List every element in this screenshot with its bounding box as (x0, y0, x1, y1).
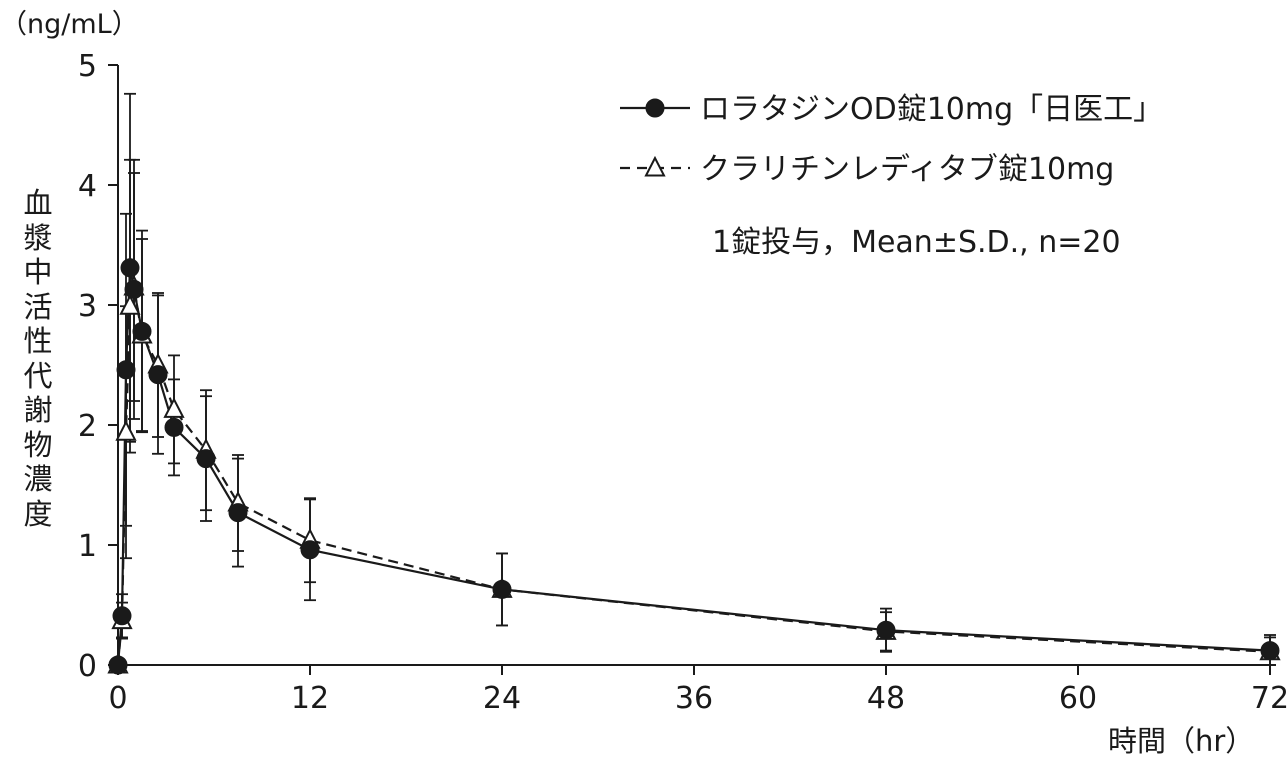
y-axis-title-char: 中 (23, 255, 53, 289)
y-axis-title-char: 活 (23, 289, 53, 324)
x-tick-label: 12 (291, 681, 329, 716)
data-point (876, 620, 896, 640)
legend-marker-2 (644, 155, 666, 177)
data-point (163, 397, 185, 418)
x-tick-label: 48 (867, 681, 905, 716)
y-axis-title-char: 謝 (23, 393, 53, 427)
x-axis-title: 時間（hr） (1108, 724, 1255, 758)
y-tick-label: 2 (78, 409, 97, 444)
series-line-1 (116, 267, 1271, 666)
data-point (108, 655, 128, 675)
x-tick-label: 0 (108, 681, 127, 716)
data-point (124, 279, 144, 299)
annotation-text: 1錠投与，Mean±S.D., n=20 (712, 225, 1121, 260)
y-tick-label: 0 (78, 649, 97, 684)
y-axis-title-char: 性 (23, 324, 53, 358)
y-tick-label: 5 (78, 49, 97, 84)
y-axis-title-char: 度 (23, 496, 53, 531)
data-point (196, 449, 216, 469)
x-tick-label: 60 (1059, 681, 1097, 716)
legend-label-1: ロラタジンOD錠10mg「日医工」 (700, 92, 1163, 127)
legend-marker-1 (645, 98, 665, 118)
data-point (148, 365, 168, 385)
x-tick-label: 36 (675, 681, 713, 716)
y-axis-title-char: 物 (23, 427, 53, 462)
y-axis-title-char: 濃 (23, 462, 53, 496)
x-tick-label: 72 (1251, 681, 1287, 716)
y-tick-label: 3 (78, 289, 97, 324)
y-unit-label: （ng/mL） (0, 9, 139, 40)
legend-label-2: クラリチンレディタブ錠10mg (700, 152, 1114, 187)
y-axis-title-char: 漿 (23, 220, 53, 255)
data-point (164, 417, 184, 437)
data-point (116, 360, 136, 380)
data-point (112, 606, 132, 626)
data-point (492, 579, 512, 599)
x-tick-label: 24 (483, 681, 521, 716)
data-point (119, 294, 141, 315)
y-tick-label: 4 (78, 169, 97, 204)
data-point (300, 540, 320, 560)
data-point (120, 258, 140, 278)
data-point (115, 420, 137, 441)
data-point (1260, 641, 1280, 661)
y-tick-label: 1 (78, 529, 97, 564)
y-axis-title-char: 血 (23, 186, 53, 220)
data-point (132, 321, 152, 341)
series-line-2 (116, 286, 1271, 666)
y-axis-title-char: 代 (23, 358, 53, 393)
data-point (228, 503, 248, 523)
y-axis-title: 血漿中活性代謝物濃度 (18, 186, 58, 531)
